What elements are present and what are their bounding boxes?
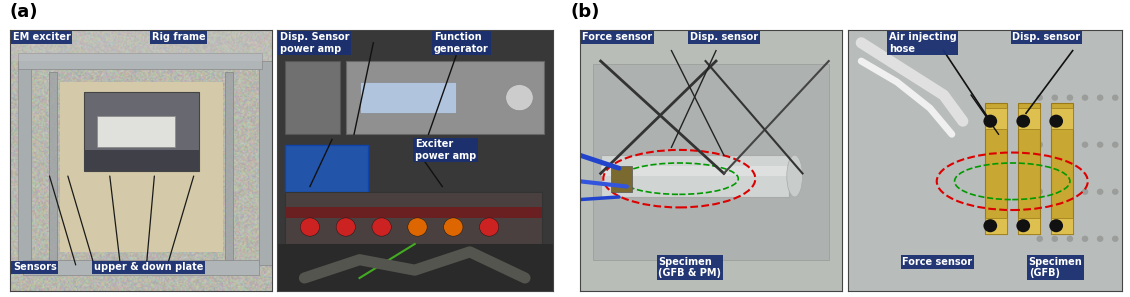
Bar [593, 64, 828, 260]
Circle shape [142, 261, 150, 269]
Circle shape [1081, 189, 1088, 195]
Circle shape [164, 261, 172, 269]
Bar [285, 192, 541, 244]
Bar [225, 72, 233, 260]
Circle shape [1050, 115, 1063, 128]
Circle shape [1067, 94, 1074, 101]
Bar [611, 166, 632, 192]
Text: Function
generator: Function generator [434, 32, 489, 53]
Bar [285, 145, 368, 192]
Bar [1018, 108, 1040, 129]
Circle shape [1050, 219, 1063, 232]
Bar [60, 82, 223, 252]
Circle shape [1081, 142, 1088, 148]
Circle shape [1097, 236, 1103, 242]
Circle shape [1036, 236, 1043, 242]
Circle shape [1052, 236, 1058, 242]
Circle shape [1067, 142, 1074, 148]
Text: Exciter
power amp: Exciter power amp [415, 140, 476, 161]
Bar [277, 244, 553, 291]
Circle shape [336, 218, 356, 236]
Text: (b): (b) [571, 3, 600, 21]
Circle shape [1112, 236, 1119, 242]
Text: Air injecting
hose: Air injecting hose [888, 32, 956, 53]
Circle shape [506, 85, 533, 111]
Circle shape [1016, 115, 1031, 128]
Bar [50, 72, 58, 260]
Circle shape [1112, 94, 1119, 101]
Circle shape [1097, 142, 1103, 148]
Bar [10, 30, 272, 61]
Bar [1018, 218, 1040, 233]
Circle shape [1036, 189, 1043, 195]
Circle shape [1081, 94, 1088, 101]
Text: Specimen
(GFB): Specimen (GFB) [1028, 257, 1083, 278]
Circle shape [1097, 189, 1103, 195]
Text: Specimen
(GFB & PM): Specimen (GFB & PM) [659, 257, 721, 278]
Circle shape [1067, 189, 1074, 195]
Text: Sensors: Sensors [12, 262, 57, 272]
Text: (a): (a) [9, 3, 37, 21]
Ellipse shape [786, 155, 802, 197]
Text: Disp. Sensor
power amp: Disp. Sensor power amp [279, 32, 349, 53]
Circle shape [372, 218, 391, 236]
Bar [1051, 218, 1072, 233]
Circle shape [1067, 236, 1074, 242]
Text: Force sensor: Force sensor [582, 32, 652, 42]
Bar [18, 61, 32, 265]
Circle shape [983, 219, 997, 232]
FancyBboxPatch shape [97, 116, 175, 147]
Bar [984, 218, 1007, 233]
Text: Force sensor: Force sensor [903, 257, 973, 267]
Circle shape [1052, 142, 1058, 148]
Bar [984, 103, 1007, 233]
Bar [984, 108, 1007, 129]
Circle shape [408, 218, 427, 236]
Circle shape [1097, 94, 1103, 101]
Bar [259, 61, 272, 265]
Circle shape [301, 218, 320, 236]
Circle shape [1036, 94, 1043, 101]
Circle shape [983, 115, 997, 128]
Bar [24, 260, 259, 275]
Circle shape [444, 218, 463, 236]
Circle shape [116, 261, 124, 269]
Circle shape [72, 261, 79, 269]
FancyBboxPatch shape [84, 92, 199, 171]
Circle shape [90, 261, 98, 269]
Bar [285, 61, 340, 134]
Bar [1051, 103, 1072, 233]
Text: Disp. sensor: Disp. sensor [689, 32, 758, 42]
Circle shape [1052, 189, 1058, 195]
Circle shape [1036, 142, 1043, 148]
Circle shape [1081, 236, 1088, 242]
Circle shape [1052, 94, 1058, 101]
Text: Rig frame: Rig frame [151, 32, 206, 42]
Text: Disp. sensor: Disp. sensor [1012, 32, 1080, 42]
Bar [84, 150, 199, 171]
Bar [285, 207, 541, 218]
Circle shape [1016, 219, 1031, 232]
Bar [1051, 108, 1072, 129]
Bar [601, 155, 790, 197]
Bar [359, 82, 457, 113]
Circle shape [479, 218, 498, 236]
Bar [18, 53, 262, 69]
Text: EM exciter: EM exciter [12, 32, 71, 42]
Text: upper & down plate: upper & down plate [94, 262, 203, 272]
Bar [346, 61, 545, 134]
Bar [1018, 103, 1040, 233]
Circle shape [1112, 189, 1119, 195]
Circle shape [1112, 142, 1119, 148]
Bar [601, 166, 790, 176]
